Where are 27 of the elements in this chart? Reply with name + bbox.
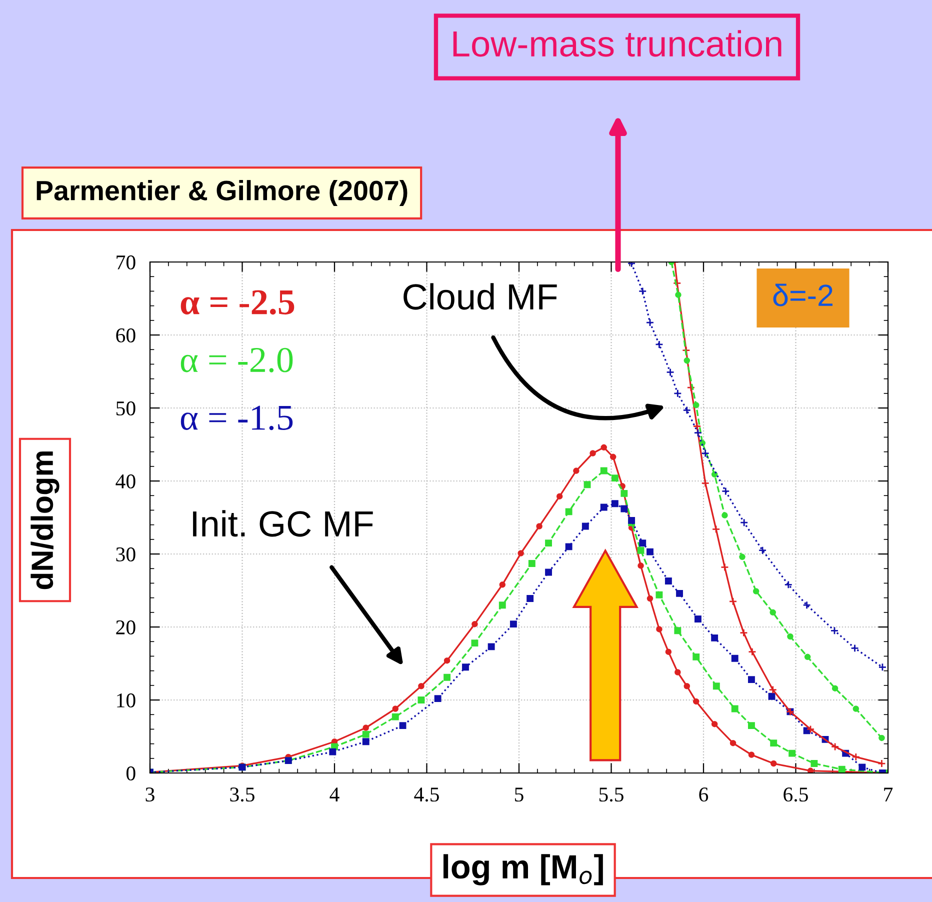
x-tick-label: 4.5 — [414, 788, 439, 802]
x-tick-label: 4 — [330, 788, 340, 802]
y-tick-label: 30 — [116, 547, 136, 562]
text: α = -1.5 — [180, 406, 293, 430]
annotation: Cloud MF — [404, 283, 557, 310]
text: α = -2.0 — [180, 348, 293, 372]
x-tick-label: 5 — [515, 788, 524, 802]
y-tick-label: 20 — [116, 620, 136, 634]
y-tick-label: 60 — [116, 328, 136, 342]
annotation: Init. GC MF — [193, 510, 373, 537]
x-tick-label: 6 — [699, 788, 708, 802]
y-tick-label: 70 — [116, 255, 136, 270]
y-tick-label: 40 — [116, 474, 136, 488]
x-axis-title: log m [M$_{o}$] — [443, 854, 603, 886]
chart-title: Parmentier & Gilmore (2007) — [36, 180, 408, 206]
y-tick-label: 10 — [117, 693, 136, 708]
x-tick-label: 3.5 — [230, 788, 254, 802]
annotation: δ=-2 — [773, 284, 832, 306]
text: Low-mass truncation — [453, 30, 782, 57]
y-axis-title: dN/dlogm — [30, 451, 60, 590]
x-tick-label: 5.5 — [599, 788, 624, 802]
x-tick-label: 6.5 — [784, 788, 808, 802]
x-tick-label: 7 — [884, 788, 893, 802]
y-tick-label: 50 — [116, 401, 136, 416]
x-tick-label: 3 — [146, 788, 154, 802]
y-tick-label: 0 — [126, 766, 136, 780]
text: α = -2.5 — [180, 290, 294, 315]
